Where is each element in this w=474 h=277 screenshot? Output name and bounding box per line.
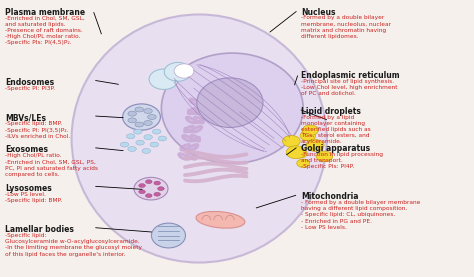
Circle shape bbox=[139, 190, 146, 194]
Circle shape bbox=[158, 136, 166, 141]
Text: Endoplasmic reticulum: Endoplasmic reticulum bbox=[301, 71, 400, 80]
Text: Lipid droplets: Lipid droplets bbox=[301, 107, 361, 116]
Text: -Formed by a lipid
monolayer containing
esterified lipids such as
TGs,  sterol e: -Formed by a lipid monolayer containing … bbox=[301, 114, 371, 144]
Text: -Principal site of lipid synthesis.
-Low Chol level, high enrichment
of PC and d: -Principal site of lipid synthesis. -Low… bbox=[301, 79, 397, 96]
Text: - Formed by a double bilayer membrane
having a different lipid composition.
- Sp: - Formed by a double bilayer membrane ha… bbox=[301, 200, 420, 230]
Ellipse shape bbox=[297, 159, 310, 168]
Circle shape bbox=[128, 147, 137, 152]
Text: Lysosomes: Lysosomes bbox=[5, 184, 52, 193]
Circle shape bbox=[135, 122, 144, 127]
Ellipse shape bbox=[302, 125, 319, 135]
Circle shape bbox=[128, 111, 137, 116]
Text: Endosomes: Endosomes bbox=[5, 78, 55, 87]
Ellipse shape bbox=[134, 177, 168, 200]
Circle shape bbox=[127, 134, 135, 139]
Text: -Low PS level.
-Specific lipid: BMP.: -Low PS level. -Specific lipid: BMP. bbox=[5, 192, 63, 203]
Text: -Specific lipid: BMP.
-Specific PI: PI(3,5)P₂.
-ILVs enriched in Chol.: -Specific lipid: BMP. -Specific PI: PI(3… bbox=[5, 121, 71, 139]
Ellipse shape bbox=[300, 131, 316, 141]
Text: -Specific PI: PI3P.: -Specific PI: PI3P. bbox=[5, 86, 55, 91]
Ellipse shape bbox=[174, 64, 194, 78]
Circle shape bbox=[150, 142, 158, 147]
Circle shape bbox=[154, 181, 161, 185]
Text: Lamellar bodies: Lamellar bodies bbox=[5, 225, 74, 234]
Ellipse shape bbox=[283, 135, 300, 147]
Circle shape bbox=[146, 194, 152, 198]
Ellipse shape bbox=[294, 150, 307, 158]
Circle shape bbox=[135, 107, 144, 112]
Ellipse shape bbox=[72, 14, 327, 263]
Ellipse shape bbox=[196, 211, 245, 228]
Text: -Enriched in Chol, SM, GSL,
and saturated lipids.
-Presence of raft domains.
-Hi: -Enriched in Chol, SM, GSL, and saturate… bbox=[5, 15, 85, 45]
Circle shape bbox=[144, 135, 153, 140]
Text: -Formed by a double bilayer
membrane, nucleolus, nuclear
matrix and chromatin ha: -Formed by a double bilayer membrane, nu… bbox=[301, 15, 391, 39]
Text: -Function in lipid processing
and transport.
-Specific PIs: PI4P.: -Function in lipid processing and transp… bbox=[301, 152, 383, 169]
Circle shape bbox=[139, 184, 146, 188]
Ellipse shape bbox=[316, 151, 333, 162]
Text: Golgi apparatus: Golgi apparatus bbox=[301, 144, 370, 153]
Ellipse shape bbox=[164, 62, 191, 81]
Circle shape bbox=[134, 129, 142, 134]
Text: Nucleus: Nucleus bbox=[301, 7, 335, 17]
Ellipse shape bbox=[149, 69, 178, 89]
Ellipse shape bbox=[123, 104, 160, 130]
Circle shape bbox=[144, 109, 152, 114]
Ellipse shape bbox=[152, 223, 185, 248]
Ellipse shape bbox=[306, 139, 324, 151]
Text: -High Chol/PL ratio.
-Enriched in Chol, SM, GSL, PS,
PC, PI and saturated fatty : -High Chol/PL ratio. -Enriched in Chol, … bbox=[5, 153, 99, 177]
Ellipse shape bbox=[197, 78, 263, 127]
Circle shape bbox=[148, 114, 156, 119]
Circle shape bbox=[146, 180, 152, 184]
Circle shape bbox=[153, 129, 161, 134]
Text: MBVs/LEs: MBVs/LEs bbox=[5, 114, 46, 123]
Circle shape bbox=[157, 187, 164, 191]
Text: -Specific lipid:
Glucosylceramide w-O-acylglucosylceramide.
-In the limiting mem: -Specific lipid: Glucosylceramide w-O-ac… bbox=[5, 233, 142, 257]
Circle shape bbox=[128, 118, 137, 123]
Ellipse shape bbox=[161, 53, 303, 163]
Circle shape bbox=[136, 140, 145, 145]
Text: Exosomes: Exosomes bbox=[5, 145, 48, 154]
Text: Mitochondria: Mitochondria bbox=[301, 192, 358, 201]
Circle shape bbox=[144, 120, 152, 125]
Circle shape bbox=[154, 192, 161, 196]
Ellipse shape bbox=[286, 146, 306, 159]
Text: Plasma membrane: Plasma membrane bbox=[5, 7, 85, 17]
Circle shape bbox=[142, 148, 151, 153]
Circle shape bbox=[120, 142, 129, 147]
